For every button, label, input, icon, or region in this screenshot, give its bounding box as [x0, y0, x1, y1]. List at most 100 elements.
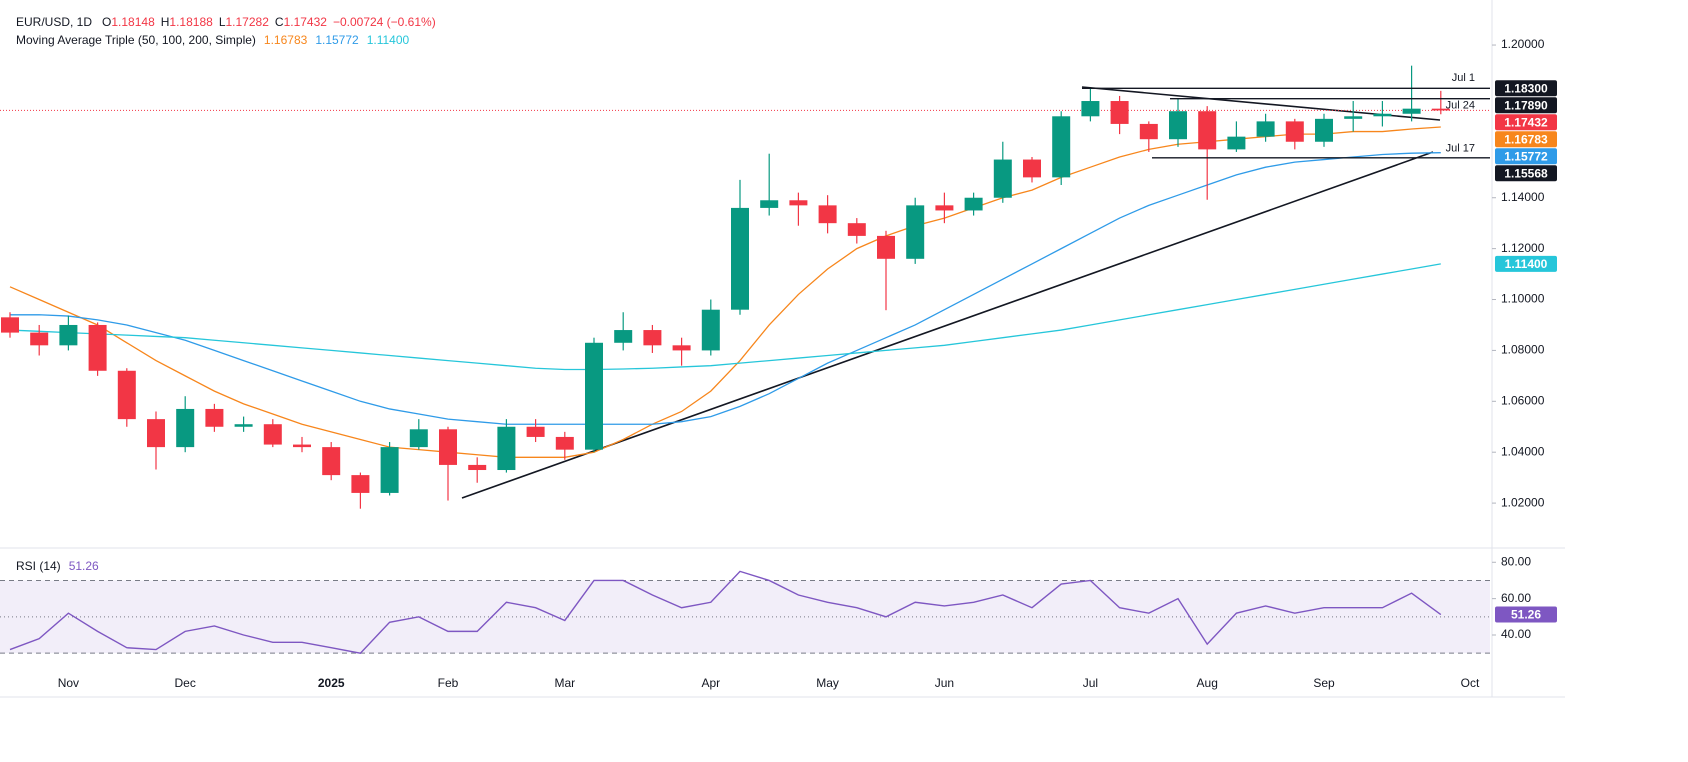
candle-body: [614, 330, 633, 343]
candle-body: [468, 464, 487, 471]
x-tick-label: Dec: [175, 676, 196, 690]
y-tick-label: 1.02000: [1501, 495, 1545, 509]
candle-body: [585, 342, 603, 450]
candle-body: [964, 197, 983, 211]
candle-body: [1052, 116, 1071, 178]
x-tick-label: May: [816, 676, 839, 690]
rsi-badge: [1495, 606, 1557, 623]
indicator-value: 1.16783: [264, 33, 308, 47]
candle-body: [1285, 121, 1304, 142]
rsi-title: RSI (14): [16, 559, 61, 573]
candle-body: [1315, 118, 1333, 142]
candle-body: [351, 475, 370, 493]
candle-body: [293, 444, 311, 448]
candle-body: [526, 426, 545, 437]
x-tick-label: Jun: [935, 676, 954, 690]
candle-body: [234, 424, 253, 427]
indicator-name: Moving Average Triple (50, 100, 200, Sim…: [16, 33, 256, 47]
y-tick-label: 40.00: [1501, 627, 1531, 641]
candle-body: [1023, 159, 1041, 178]
ohlc-value: 1.18148: [111, 15, 155, 29]
candle-body: [701, 309, 720, 351]
ohlc-prefix: O: [102, 15, 111, 29]
candle-body: [117, 370, 136, 420]
x-tick-label: Oct: [1461, 676, 1480, 690]
candle-body: [380, 447, 399, 493]
x-tick-label: Aug: [1197, 676, 1218, 690]
candle-body: [497, 426, 516, 471]
price-badge: [1495, 131, 1557, 148]
symbol-title: EUR/USD, 1D: [16, 15, 92, 29]
candle-body: [555, 436, 574, 450]
candle-body: [1402, 108, 1421, 114]
candle-body: [1198, 111, 1217, 150]
candle-body: [1, 317, 19, 333]
price-badge-label: 1.11400: [1505, 257, 1548, 271]
price-badge-label: 1.17432: [1504, 115, 1548, 129]
price-badge-label: 1.15568: [1504, 166, 1548, 180]
x-tick-label: Apr: [701, 676, 720, 690]
y-tick-label: 1.10000: [1501, 292, 1545, 306]
ohlc-prefix: H: [161, 15, 170, 29]
price-badge-label: 1.18300: [1504, 81, 1548, 95]
price-badge: [1495, 165, 1557, 182]
price-badge: [1495, 114, 1557, 131]
level-tag: Jul 24: [1446, 100, 1475, 112]
price-badge: [1495, 80, 1557, 97]
candle-body: [1256, 121, 1275, 137]
indicator-value: 1.11400: [367, 33, 410, 47]
candle-body: [760, 200, 779, 208]
rsi-value: 51.26: [69, 559, 99, 573]
candle-body: [205, 408, 224, 427]
change: −0.00724 (−0.61%): [333, 15, 436, 29]
candle-body: [1373, 113, 1392, 117]
candle-body: [935, 205, 954, 211]
x-tick-label: Jul: [1083, 676, 1098, 690]
level-tag: Jul 1: [1452, 72, 1475, 84]
price-badge-label: 1.17890: [1504, 98, 1548, 112]
y-tick-label: 1.06000: [1501, 393, 1545, 407]
price-badge: [1495, 97, 1557, 114]
candle-body: [993, 159, 1012, 198]
candle-body: [818, 205, 837, 224]
ohlc-value: 1.18188: [169, 15, 213, 29]
price-badge: [1495, 148, 1557, 165]
candle-body: [30, 332, 49, 346]
candle-body: [1081, 101, 1100, 117]
indicator-value: 1.15772: [315, 33, 359, 47]
candle-body: [1431, 108, 1450, 111]
x-tick-label: Sep: [1313, 676, 1335, 690]
ohlc-value: 1.17282: [226, 15, 270, 29]
price-badge-label: 1.15772: [1504, 149, 1548, 163]
candle-body: [322, 447, 341, 476]
candle-body: [1344, 116, 1363, 119]
x-tick-label: Feb: [438, 676, 459, 690]
y-tick-label: 1.04000: [1501, 444, 1545, 458]
support-trendline: [461, 151, 1434, 499]
candle-body: [1169, 111, 1187, 140]
y-tick-label: 60.00: [1501, 591, 1531, 605]
candle-body: [147, 419, 165, 448]
ohlc-value: 1.17432: [284, 15, 328, 29]
x-tick-label: 2025: [318, 676, 345, 690]
candle-body: [409, 429, 428, 448]
price-badge-label: 1.16783: [1504, 132, 1548, 146]
x-tick-label: Mar: [554, 676, 575, 690]
ohlc-legend: EUR/USD, 1D O1.18148 H1.18188 L1.17282 C1.17…: [16, 15, 436, 29]
candle-body: [1139, 123, 1158, 140]
candle-body: [59, 324, 78, 346]
rsi-badge-label: 51.26: [1511, 608, 1541, 622]
candle-body: [176, 408, 195, 448]
moving-average-line: [9, 263, 1441, 371]
candle-body: [672, 345, 691, 351]
price-badge: [1495, 255, 1557, 272]
rsi-line: [9, 570, 1442, 654]
ohlc-prefix: L: [219, 15, 226, 29]
x-tick-label: Nov: [58, 676, 79, 690]
candle-body: [877, 235, 895, 259]
candle-body: [439, 429, 457, 465]
candle-body: [789, 200, 808, 206]
